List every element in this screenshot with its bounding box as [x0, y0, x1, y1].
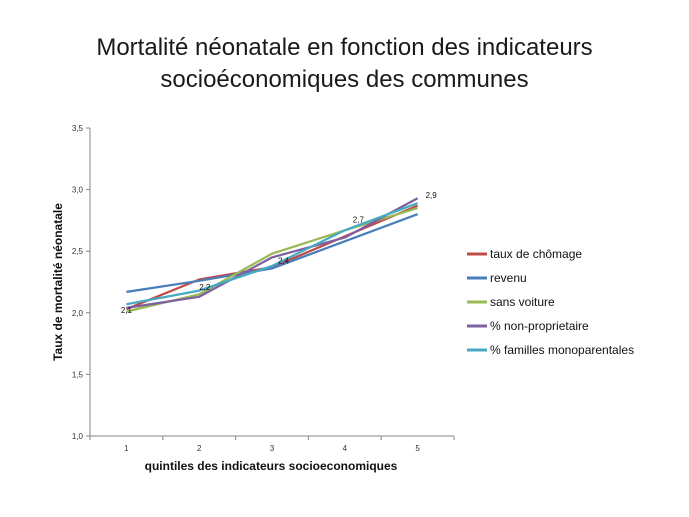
x-tick-label: 5 — [415, 444, 420, 453]
chart-title: Mortalité néonatale en fonction des indi… — [0, 32, 689, 96]
series-line-2 — [126, 213, 418, 294]
x-tick-label: 2 — [197, 444, 202, 453]
series-lines — [125, 197, 419, 313]
data-label: 2,4 — [278, 257, 290, 266]
data-label: 2,7 — [353, 216, 365, 225]
legend-label: revenu — [490, 271, 527, 285]
y-tick-label: 1,0 — [72, 432, 84, 441]
chart-title-line-2: socioéconomiques des communes — [160, 66, 529, 93]
data-labels: 2,1 2,2 2,4 2,7 2,9 — [121, 191, 437, 315]
data-label: 2,9 — [426, 191, 438, 200]
y-tick-label: 2,0 — [72, 309, 84, 318]
series-line-4 — [126, 197, 419, 310]
y-tick-label: 3,5 — [72, 124, 84, 133]
x-tick-label: 3 — [270, 444, 275, 453]
y-tick-label: 2,5 — [72, 247, 84, 256]
x-axis-title: quintiles des indicateurs socioeconomiqu… — [145, 459, 398, 473]
y-axis-title: Taux de mortalité néonatale — [51, 203, 65, 361]
data-label: 2,2 — [199, 283, 211, 292]
x-tick-label: 4 — [343, 444, 348, 453]
x-tick-label: 1 — [124, 444, 129, 453]
legend-label: sans voiture — [490, 295, 555, 309]
y-tick-label: 3,0 — [72, 186, 84, 195]
legend-label: taux de chômage — [490, 247, 582, 261]
series-line-5 — [126, 202, 418, 306]
data-label: 2,1 — [121, 306, 133, 315]
legend-label: % familles monoparentales — [490, 343, 634, 357]
y-tick-label: 1,5 — [72, 370, 84, 379]
axes: 1,0 1,5 2,0 2,5 3,0 3,5 1 2 3 4 5 — [72, 124, 455, 453]
chart-title-line-1: Mortalité néonatale en fonction des indi… — [96, 34, 593, 61]
legend: taux de chômage revenu sans voiture % non-p… — [467, 247, 634, 357]
legend-label: % non-proprietaire — [490, 319, 589, 333]
